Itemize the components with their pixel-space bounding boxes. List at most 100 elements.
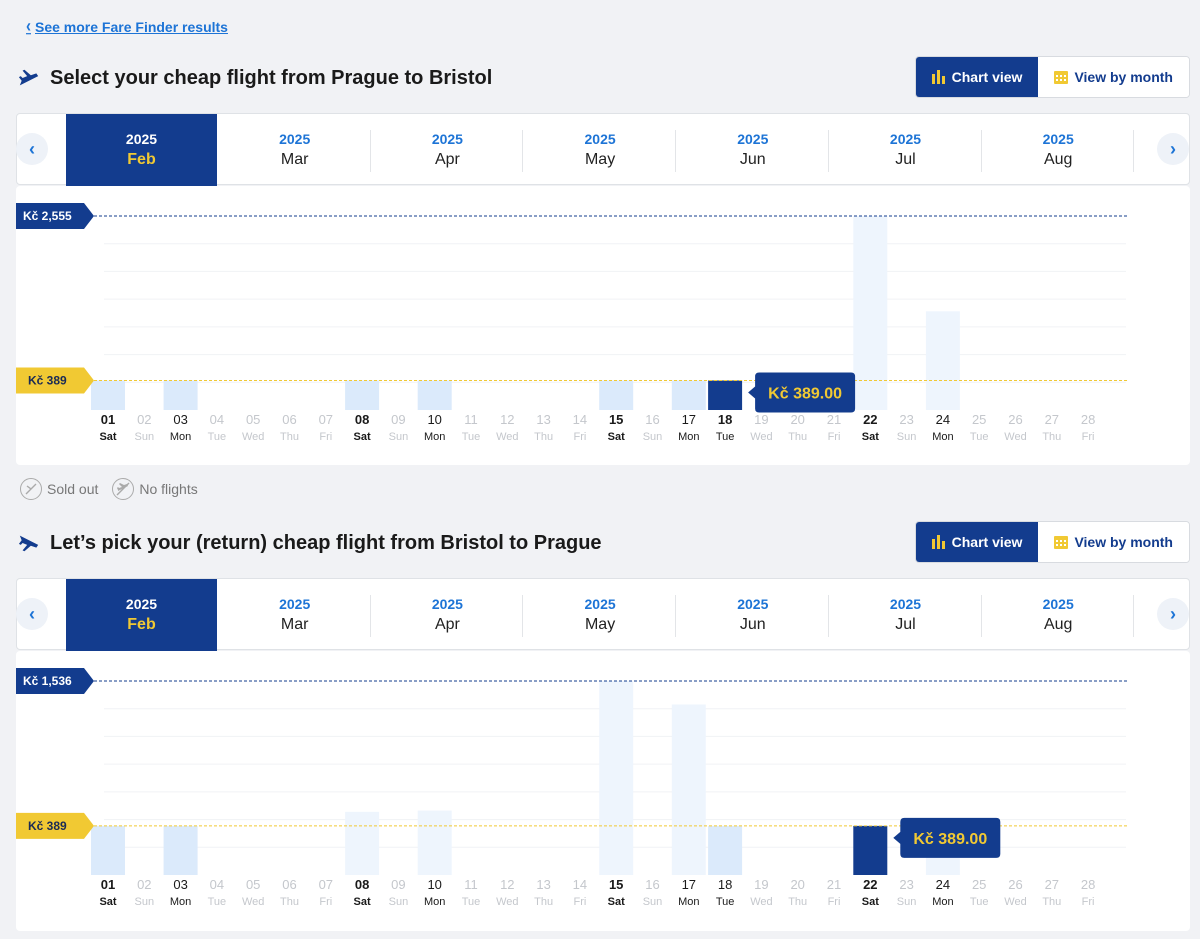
chevron-left-icon: ‹ <box>26 16 31 37</box>
return-month-tab[interactable]: 2025 Jun <box>677 579 829 651</box>
weekday-label: Sat <box>608 431 625 443</box>
month-tab-year: 2025 <box>584 596 616 612</box>
price-bar-day-18[interactable] <box>708 825 743 875</box>
price-bar-day-15[interactable] <box>599 380 634 410</box>
price-bar-day-17[interactable] <box>671 380 706 410</box>
day-number-label: 06 <box>282 412 296 427</box>
day-number-label: 20 <box>790 877 804 892</box>
day-number-label: 06 <box>282 877 296 892</box>
return-chart-view-button[interactable]: Chart view <box>915 522 1039 562</box>
month-divider <box>369 595 371 637</box>
return-month-view-button[interactable]: View by month <box>1038 522 1189 562</box>
bar-chart-icon <box>931 535 945 549</box>
return-month-tab[interactable]: 2025 Jul <box>830 579 982 651</box>
return-title-row: Let’s pick your (return) cheap flight fr… <box>18 525 602 561</box>
outbound-chart-view-button[interactable]: Chart view <box>915 57 1039 97</box>
return-month-tab[interactable]: 2025 Mar <box>219 579 371 651</box>
weekday-label: Sun <box>897 896 917 908</box>
weekday-label: Fri <box>319 431 332 443</box>
return-next-month-button[interactable]: › <box>1157 598 1189 630</box>
return-prev-month-button[interactable]: ‹ <box>16 598 48 630</box>
day-number-label: 04 <box>210 877 224 892</box>
weekday-label: Thu <box>788 896 807 908</box>
day-number-label: 03 <box>173 877 187 892</box>
outbound-month-tab[interactable]: 2025 Apr <box>371 114 524 186</box>
price-bar-day-15[interactable] <box>599 681 634 875</box>
day-number-label: 07 <box>319 877 333 892</box>
return-month-tab[interactable]: 2025 Apr <box>371 579 524 651</box>
see-more-results-link[interactable]: ‹ See more Fare Finder results <box>26 16 228 37</box>
weekday-label: Sat <box>608 896 625 908</box>
day-number-label: 22 <box>863 877 877 892</box>
price-bar-day-10[interactable] <box>417 810 452 875</box>
day-number-label: 26 <box>1008 412 1022 427</box>
day-number-label: 08 <box>355 412 369 427</box>
month-tab-year: 2025 <box>1042 596 1074 612</box>
day-number-label: 28 <box>1081 412 1095 427</box>
outbound-next-month-button[interactable]: › <box>1157 133 1189 165</box>
outbound-month-tab[interactable]: 2025 Jul <box>830 114 982 186</box>
month-tab-year: 2025 <box>737 131 769 147</box>
weekday-label: Tue <box>716 896 735 908</box>
weekday-label: Tue <box>716 431 735 443</box>
day-number-label: 21 <box>827 412 841 427</box>
weekday-label: Thu <box>280 431 299 443</box>
outbound-month-tab[interactable]: 2025 Feb <box>66 114 217 186</box>
weekday-label: Mon <box>170 896 191 908</box>
month-tab-month: Feb <box>127 616 156 633</box>
max-price-tag <box>16 203 94 229</box>
price-bar-day-22[interactable] <box>853 825 888 875</box>
weekday-label: Wed <box>750 896 772 908</box>
price-bar-day-10[interactable] <box>417 380 452 410</box>
see-more-results-label: See more Fare Finder results <box>35 18 228 35</box>
weekday-label: Wed <box>242 431 264 443</box>
return-month-tab[interactable]: 2025 Aug <box>982 579 1135 651</box>
outbound-month-tab[interactable]: 2025 May <box>524 114 677 186</box>
outbound-month-tab[interactable]: 2025 Aug <box>982 114 1135 186</box>
price-bar-day-24[interactable] <box>925 311 960 410</box>
weekday-label: Fri <box>1082 896 1095 908</box>
outbound-month-tab[interactable]: 2025 Mar <box>219 114 371 186</box>
price-bar-day-22[interactable] <box>853 216 888 410</box>
weekday-label: Wed <box>750 431 772 443</box>
month-tab-month: Mar <box>280 151 309 168</box>
weekday-label: Tue <box>462 431 481 443</box>
outbound-month-view-button[interactable]: View by month <box>1038 57 1189 97</box>
month-view-label: View by month <box>1074 69 1173 85</box>
month-divider <box>1133 595 1135 637</box>
no-flights-icon <box>112 478 135 500</box>
weekday-label: Tue <box>208 896 227 908</box>
month-tab-month: Aug <box>1043 616 1073 633</box>
day-number-label: 27 <box>1045 877 1059 892</box>
price-bar-day-01[interactable] <box>91 825 125 875</box>
month-tab-month: Apr <box>434 151 460 168</box>
return-month-tab[interactable]: 2025 May <box>524 579 677 651</box>
day-number-label: 14 <box>573 877 587 892</box>
weekday-label: Sun <box>643 896 663 908</box>
day-number-label: 21 <box>827 877 841 892</box>
price-bar-day-03[interactable] <box>163 380 198 410</box>
weekday-label: Sat <box>354 896 371 908</box>
price-bar-day-08[interactable] <box>345 811 380 875</box>
price-bar-day-03[interactable] <box>163 825 198 875</box>
price-bar-day-01[interactable] <box>91 380 125 410</box>
month-tab-year: 2025 <box>125 596 158 612</box>
month-tab-month: Jul <box>895 151 916 168</box>
weekday-label: Sat <box>354 431 371 443</box>
month-divider <box>522 595 524 637</box>
day-number-label: 04 <box>210 412 224 427</box>
weekday-label: Sun <box>135 431 155 443</box>
outbound-month-tab[interactable]: 2025 Jun <box>677 114 829 186</box>
month-tab-month: Jun <box>739 616 766 633</box>
price-bar-day-17[interactable] <box>671 704 706 875</box>
price-bar-day-18[interactable] <box>708 380 743 410</box>
weekday-label: Wed <box>242 896 264 908</box>
month-tab-year: 2025 <box>737 596 769 612</box>
day-number-label: 12 <box>500 877 514 892</box>
day-number-label: 07 <box>319 412 333 427</box>
price-bar-day-08[interactable] <box>345 380 380 410</box>
day-number-label: 23 <box>899 877 913 892</box>
return-month-tab[interactable]: 2025 Feb <box>66 579 217 651</box>
outbound-prev-month-button[interactable]: ‹ <box>16 133 48 165</box>
weekday-label: Mon <box>424 896 445 908</box>
